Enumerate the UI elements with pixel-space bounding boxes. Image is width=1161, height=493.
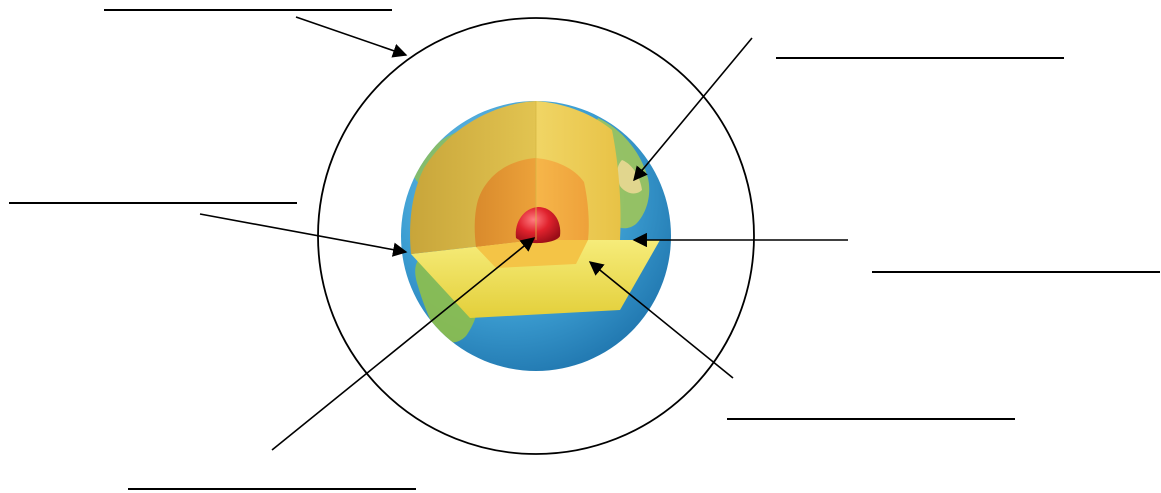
arrow-to-atmosphere xyxy=(295,16,408,58)
leader-arrows xyxy=(199,16,848,451)
crust-cut-surface xyxy=(411,240,660,318)
label-blanks xyxy=(9,9,1160,490)
outer-core-cut-surface xyxy=(476,240,588,268)
desert-region xyxy=(617,160,642,194)
earth-globe xyxy=(401,101,671,371)
inner-core xyxy=(515,207,561,244)
arrow-to-continent xyxy=(633,37,753,182)
arrow-to-mantle xyxy=(588,261,734,379)
arrow-to-crust xyxy=(199,213,408,257)
arrow-to-inner-core xyxy=(271,237,536,451)
